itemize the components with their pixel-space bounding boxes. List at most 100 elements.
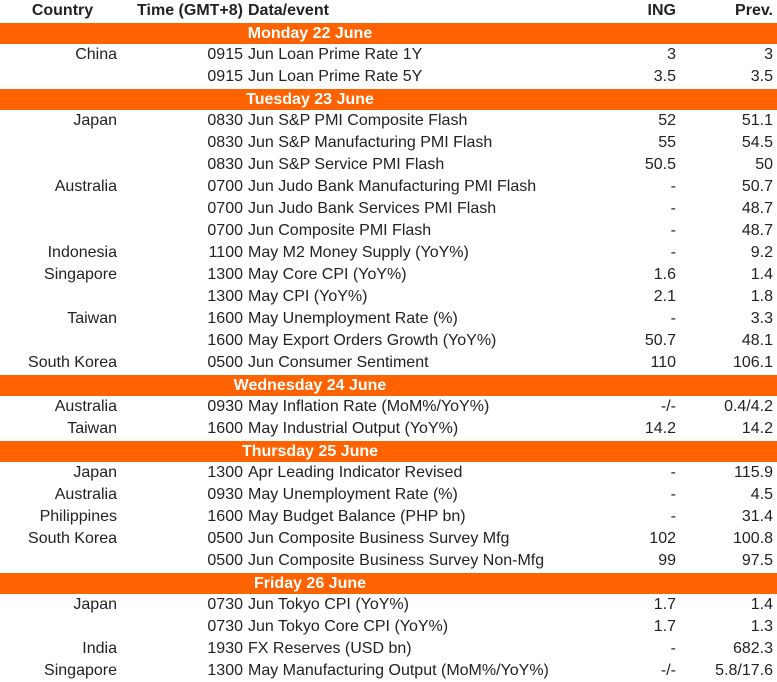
ing-forecast: 2.1 bbox=[653, 288, 676, 305]
time: 0700 bbox=[207, 178, 243, 195]
ing-forecast: - bbox=[670, 640, 676, 657]
ing-forecast: 102 bbox=[649, 530, 676, 547]
event: Jun Tokyo CPI (YoY%) bbox=[248, 596, 409, 613]
event: May Budget Balance (PHP bn) bbox=[248, 508, 466, 525]
previous: 97.5 bbox=[741, 552, 773, 569]
previous: 3.3 bbox=[750, 310, 773, 327]
event: Jun Composite Business Survey Mfg bbox=[248, 530, 510, 547]
time: 0830 bbox=[207, 156, 243, 173]
event-row: 0700 Jun Composite PMI Flash - 48.7 bbox=[0, 220, 777, 242]
ing-forecast: - bbox=[670, 200, 676, 217]
previous: 3.5 bbox=[750, 68, 773, 85]
country: Singapore bbox=[44, 662, 117, 679]
previous: 14.2 bbox=[741, 420, 773, 437]
ing-forecast: - bbox=[670, 244, 676, 261]
ing-forecast: 1.7 bbox=[653, 596, 676, 613]
previous: 100.8 bbox=[732, 530, 773, 547]
ing-forecast: -/- bbox=[660, 662, 676, 679]
event: May Export Orders Growth (YoY%) bbox=[248, 332, 497, 349]
event-row: Singapore 1300 May Manufacturing Output (M… bbox=[0, 660, 777, 682]
previous: 48.1 bbox=[741, 332, 773, 349]
time: 0830 bbox=[207, 112, 243, 129]
previous: 4.5 bbox=[750, 486, 773, 503]
previous: 1.3 bbox=[750, 618, 773, 635]
ing-forecast: 99 bbox=[658, 552, 676, 569]
day-label: Wednesday 24 June bbox=[233, 377, 387, 394]
previous: 1.4 bbox=[750, 596, 773, 613]
previous: 51.1 bbox=[741, 112, 773, 129]
country: Indonesia bbox=[47, 244, 117, 261]
time: 0830 bbox=[207, 134, 243, 151]
event: May Unemployment Rate (%) bbox=[248, 310, 458, 327]
country: Japan bbox=[73, 112, 117, 129]
ing-forecast: 55 bbox=[658, 134, 676, 151]
ing-forecast: - bbox=[670, 178, 676, 195]
event: May Core CPI (YoY%) bbox=[248, 266, 407, 283]
time: 1100 bbox=[208, 244, 243, 261]
event-row: Australia 0700 Jun Judo Bank Manufacturing… bbox=[0, 176, 777, 198]
event: Apr Leading Indicator Revised bbox=[248, 464, 463, 481]
prev-header: Prev. bbox=[735, 2, 773, 19]
event-row: India 1930 FX Reserves (USD bn) - 682.3 bbox=[0, 638, 777, 660]
event: Jun Composite PMI Flash bbox=[248, 222, 432, 239]
event-row: 1300 May CPI (YoY%) 2.1 1.8 bbox=[0, 286, 777, 308]
event-row: Taiwan 1600 May Industrial Output (YoY%) 14… bbox=[0, 418, 777, 440]
previous: 54.5 bbox=[741, 134, 773, 151]
event-row: Philippines 1600 May Budget Balance (PHP b… bbox=[0, 506, 777, 528]
ing-forecast: - bbox=[670, 486, 676, 503]
time: 1600 bbox=[207, 420, 243, 437]
ing-forecast: - bbox=[670, 508, 676, 525]
country: Taiwan bbox=[67, 420, 117, 437]
previous: 106.1 bbox=[732, 354, 773, 371]
time: 0930 bbox=[207, 398, 243, 415]
event: May Manufacturing Output (MoM%/YoY%) bbox=[248, 662, 549, 679]
event-row: Japan 0830 Jun S&P PMI Composite Flash 52 51… bbox=[0, 110, 777, 132]
time: 1600 bbox=[207, 332, 243, 349]
day-label: Thursday 25 June bbox=[241, 443, 379, 460]
previous: 48.7 bbox=[741, 200, 773, 217]
event: Jun Judo Bank Services PMI Flash bbox=[248, 200, 497, 217]
time: 1600 bbox=[207, 508, 243, 525]
previous: 50 bbox=[755, 156, 773, 173]
previous: 31.4 bbox=[741, 508, 773, 525]
previous: 0.4/4.2 bbox=[724, 398, 773, 415]
event: May Inflation Rate (MoM%/YoY%) bbox=[248, 398, 490, 415]
event: May CPI (YoY%) bbox=[248, 288, 368, 305]
event-row: 0830 Jun S&P Manufacturing PMI Flash 55 54.… bbox=[0, 132, 777, 154]
country: Japan bbox=[73, 464, 117, 481]
country: Australia bbox=[54, 486, 117, 503]
event-header: Data/event bbox=[248, 2, 329, 19]
time: 0930 bbox=[207, 486, 243, 503]
day-band: Friday 26 June bbox=[0, 572, 777, 594]
time: 0730 bbox=[207, 596, 243, 613]
country: Philippines bbox=[39, 508, 117, 525]
ing-forecast: 14.2 bbox=[644, 420, 676, 437]
day-label: Monday 22 June bbox=[247, 25, 373, 42]
previous: 682.3 bbox=[732, 640, 773, 657]
ing-forecast: - bbox=[670, 222, 676, 239]
day-band: Monday 22 June bbox=[0, 22, 777, 44]
time: 1300 bbox=[207, 464, 243, 481]
time: 0915 bbox=[207, 68, 243, 85]
time: 0915 bbox=[207, 46, 243, 63]
country: Australia bbox=[54, 178, 117, 195]
ing-forecast: 1.7 bbox=[653, 618, 676, 635]
time: 1300 bbox=[207, 266, 243, 283]
time: 0500 bbox=[207, 552, 243, 569]
header-row: Country Time (GMT+8) Data/event ING Prev. bbox=[0, 0, 777, 22]
event: FX Reserves (USD bn) bbox=[248, 640, 412, 657]
event-row: South Korea 0500 Jun Composite Business Su… bbox=[0, 528, 777, 550]
event: Jun S&P Manufacturing PMI Flash bbox=[248, 134, 493, 151]
time: 0500 bbox=[207, 354, 243, 371]
event-row: Taiwan 1600 May Unemployment Rate (%) - 3.3 bbox=[0, 308, 777, 330]
country: China bbox=[75, 46, 117, 63]
country-header: Country bbox=[31, 2, 94, 19]
ing-forecast: - bbox=[670, 464, 676, 481]
event: Jun Loan Prime Rate 1Y bbox=[248, 46, 423, 63]
ing-forecast: 50.5 bbox=[644, 156, 676, 173]
event-row: Australia 0930 May Unemployment Rate (%) - 4… bbox=[0, 484, 777, 506]
event: Jun Tokyo Core CPI (YoY%) bbox=[248, 618, 449, 635]
country: Japan bbox=[73, 596, 117, 613]
ing-forecast: - bbox=[670, 310, 676, 327]
time-header: Time (GMT+8) bbox=[137, 2, 243, 19]
